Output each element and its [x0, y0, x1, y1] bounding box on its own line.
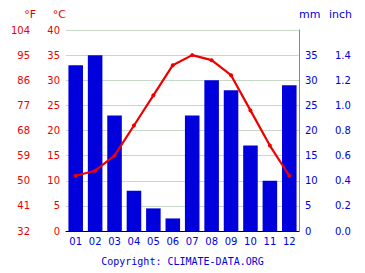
svg-text:Copyright: CLIMATE-DATA.ORG: Copyright: CLIMATE-DATA.ORG	[101, 256, 264, 267]
svg-text:08: 08	[205, 236, 218, 247]
svg-text:01: 01	[69, 236, 82, 247]
svg-text:10: 10	[244, 236, 257, 247]
svg-text:95: 95	[17, 50, 30, 61]
svg-text:03: 03	[108, 236, 121, 247]
svg-text:1.2: 1.2	[335, 75, 351, 86]
svg-text:25: 25	[305, 100, 318, 111]
svg-text:10: 10	[47, 175, 60, 186]
svg-text:°F: °F	[24, 8, 36, 21]
svg-text:0.2: 0.2	[335, 200, 351, 211]
svg-text:mm: mm	[299, 8, 320, 21]
svg-text:77: 77	[17, 100, 30, 111]
svg-text:41: 41	[17, 200, 30, 211]
svg-text:20: 20	[305, 125, 318, 136]
svg-text:0.8: 0.8	[335, 125, 351, 136]
svg-text:5: 5	[54, 200, 60, 211]
svg-text:104: 104	[11, 25, 30, 36]
svg-text:0: 0	[305, 226, 311, 237]
svg-text:32: 32	[17, 226, 30, 237]
svg-text:15: 15	[305, 150, 318, 161]
svg-text:1.4: 1.4	[335, 50, 351, 61]
svg-text:0.6: 0.6	[335, 150, 351, 161]
svg-text:10: 10	[305, 175, 318, 186]
svg-text:40: 40	[47, 25, 60, 36]
svg-text:09: 09	[225, 236, 238, 247]
svg-text:05: 05	[147, 236, 160, 247]
svg-text:59: 59	[17, 150, 30, 161]
svg-text:35: 35	[305, 50, 318, 61]
svg-text:20: 20	[47, 125, 60, 136]
svg-text:11: 11	[264, 236, 277, 247]
svg-text:35: 35	[47, 50, 60, 61]
svg-text:30: 30	[305, 75, 318, 86]
svg-text:0: 0	[54, 226, 60, 237]
svg-text:0.0: 0.0	[335, 226, 351, 237]
svg-text:15: 15	[47, 150, 60, 161]
svg-text:inch: inch	[329, 8, 352, 21]
svg-text:86: 86	[17, 75, 30, 86]
svg-text:°C: °C	[53, 8, 67, 21]
svg-text:04: 04	[128, 236, 141, 247]
svg-text:25: 25	[47, 100, 60, 111]
svg-text:50: 50	[17, 175, 30, 186]
svg-text:68: 68	[17, 125, 30, 136]
svg-text:1.0: 1.0	[335, 100, 351, 111]
svg-text:12: 12	[283, 236, 296, 247]
svg-text:07: 07	[186, 236, 199, 247]
svg-text:30: 30	[47, 75, 60, 86]
svg-text:5: 5	[305, 200, 311, 211]
svg-text:0.4: 0.4	[335, 175, 351, 186]
svg-text:02: 02	[89, 236, 102, 247]
svg-text:06: 06	[166, 236, 179, 247]
